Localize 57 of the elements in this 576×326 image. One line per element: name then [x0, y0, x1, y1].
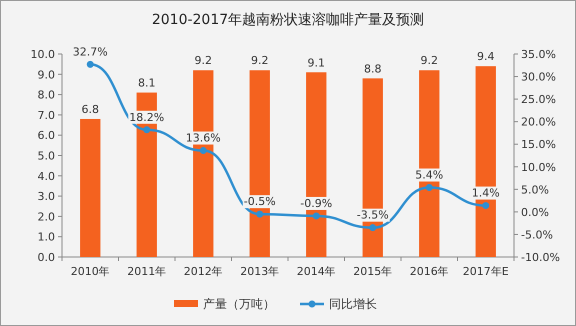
data-label: 9.2 [194, 54, 212, 68]
x-tick-label: 2011年 [127, 265, 166, 278]
data-label: 8.8 [364, 62, 382, 76]
y-tick-label: 3.0 [38, 190, 55, 204]
data-label: 5.4% [415, 168, 444, 182]
data-label: 9.2 [420, 54, 438, 68]
data-label: 1.4% [472, 186, 500, 200]
bar [80, 118, 100, 257]
y-tick-label: 6.0 [38, 129, 55, 142]
x-tick-label: 2013年 [240, 265, 280, 278]
point [200, 147, 207, 154]
data-label: -3.5% [356, 208, 389, 222]
y2-tick-label: 30.0% [521, 70, 556, 84]
data-label: 6.8 [82, 102, 99, 116]
y-tick-label: 5.0 [38, 150, 55, 162]
y2-tick-label: 0.0% [521, 206, 549, 219]
y2-tick-label: -5.0% [521, 228, 553, 242]
data-label: 9.4 [477, 50, 494, 64]
point [426, 184, 433, 192]
legend-label: 同比增长 [329, 297, 377, 311]
y-tick-label: 7.0 [38, 108, 55, 122]
point [256, 210, 264, 218]
data-label: -0.9% [300, 196, 332, 210]
y2-tick-label: 25.0% [521, 93, 556, 106]
data-label: 9.1 [308, 56, 325, 70]
data-label: -0.5% [244, 195, 276, 208]
y2-tick-label: 10.0% [521, 160, 556, 174]
point [86, 60, 94, 68]
x-tick-label: 2012年 [184, 265, 223, 278]
y2-tick-label: 5.0% [521, 183, 549, 196]
y-tick-label: 2.0 [38, 210, 55, 224]
y-tick-label: 0.0 [38, 251, 55, 264]
legend-label: 产量（万吨） [203, 297, 275, 311]
x-tick-label: 2016年 [410, 265, 449, 278]
y2-tick-label: 35.0% [521, 48, 556, 61]
point [369, 224, 376, 232]
data-label: 18.2% [129, 110, 164, 124]
y-tick-label: 8.0 [38, 88, 55, 102]
y-tick-label: 1.0 [38, 230, 55, 244]
chart-title: 2010-2017年越南粉状速溶咖啡产量及预测 [152, 12, 424, 28]
point [482, 202, 490, 210]
y2-tick-label: 15.0% [521, 138, 556, 152]
point [143, 126, 150, 134]
data-label: 9.2 [251, 54, 268, 68]
data-label: 13.6% [186, 132, 221, 145]
y-tick-label: 10.0 [30, 48, 55, 61]
y-tick-label: 9.0 [38, 68, 55, 82]
data-label: 8.1 [138, 76, 156, 90]
x-tick-label: 2010年 [70, 265, 110, 278]
y2-tick-label: 20.0% [521, 116, 556, 129]
x-tick-label: 2015年 [353, 265, 392, 278]
data-label: 32.7% [72, 45, 108, 58]
x-tick-label: 2017年E [462, 265, 509, 278]
y2-tick-label: -10.0% [521, 251, 560, 264]
x-tick-label: 2014年 [296, 265, 336, 278]
y-tick-label: 4.0 [38, 170, 55, 183]
point [312, 212, 320, 220]
